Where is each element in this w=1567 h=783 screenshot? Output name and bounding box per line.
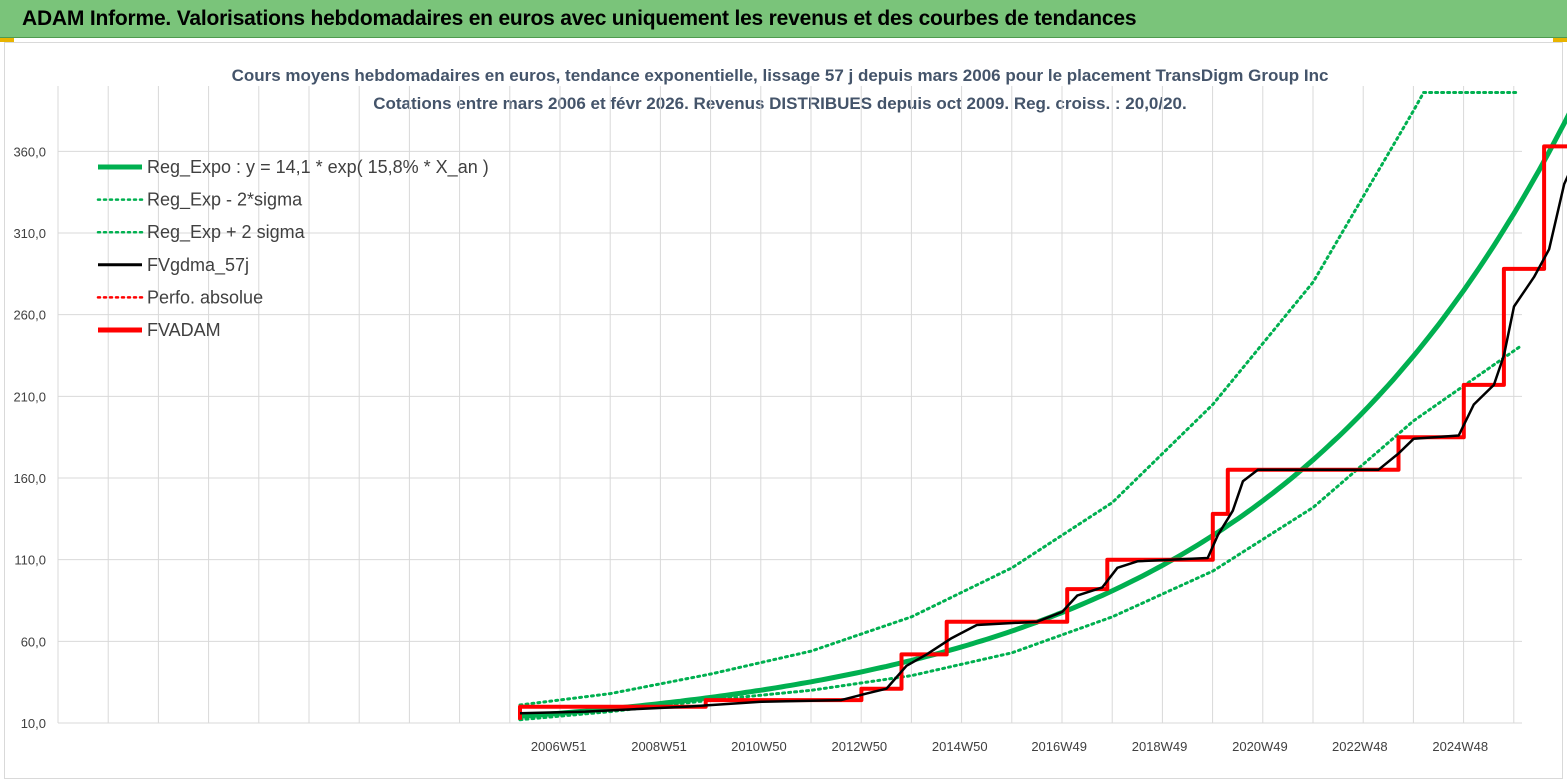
legend-label: Reg_Expo : y = 14,1 * exp( 15,8% * X_an … [147,157,489,178]
y-tick-label: 360,0 [13,144,46,159]
y-axis-ticks: 10,0 60,0 110,0 160,0 210,0 260,0 310,0 360,0 [13,144,46,731]
x-tick-label: 2016W49 [1031,739,1087,754]
y-tick-label: 60,0 [21,634,46,649]
x-tick-label: 2006W51 [531,739,587,754]
x-tick-label: 2008W51 [631,739,687,754]
x-tick-label: 2024W48 [1432,739,1488,754]
legend-label: Reg_Exp + 2 sigma [147,222,306,243]
x-axis-ticks: 2006W51 2008W51 2010W50 2012W50 2014W50 2016W… [531,739,1488,754]
series-fvgdma-57j [519,174,1567,715]
legend-label: FVADAM [147,320,221,340]
y-tick-label: 310,0 [13,226,46,241]
series-lines [518,91,1567,722]
x-tick-label: 2014W50 [932,739,988,754]
legend: Reg_Expo : y = 14,1 * exp( 15,8% * X_an … [96,157,489,340]
report-banner: ADAM Informe. Valorisations hebdomadaire… [0,0,1567,38]
x-tick-label: 2020W49 [1232,739,1288,754]
legend-label: FVgdma_57j [147,255,249,276]
report-title: ADAM Informe. Valorisations hebdomadaire… [22,7,1137,30]
chart-title-line-2: Cotations entre mars 2006 et févr 2026. … [373,94,1187,113]
y-tick-label: 160,0 [13,471,46,486]
x-tick-label: 2010W50 [731,739,787,754]
chart-title-line-1: Cours moyens hebdomadaires en euros, ten… [232,66,1329,85]
legend-label: Perfo. absolue [147,287,263,307]
series-fvadam [518,144,1567,720]
legend-label: Reg_Exp - 2*sigma [147,190,303,211]
chart-frame [4,42,1563,779]
y-tick-label: 210,0 [13,389,46,404]
x-tick-label: 2018W49 [1132,739,1188,754]
series-reg-plus-2sigma [518,91,1521,707]
banner-accent-right [1553,38,1567,42]
y-tick-label: 10,0 [21,716,46,731]
x-tick-label: 2012W50 [832,739,888,754]
banner-accent-left [0,38,14,42]
gridlines [57,86,1522,724]
y-tick-label: 110,0 [14,553,46,568]
x-tick-label: 2022W48 [1332,739,1388,754]
y-tick-label: 260,0 [13,308,46,323]
